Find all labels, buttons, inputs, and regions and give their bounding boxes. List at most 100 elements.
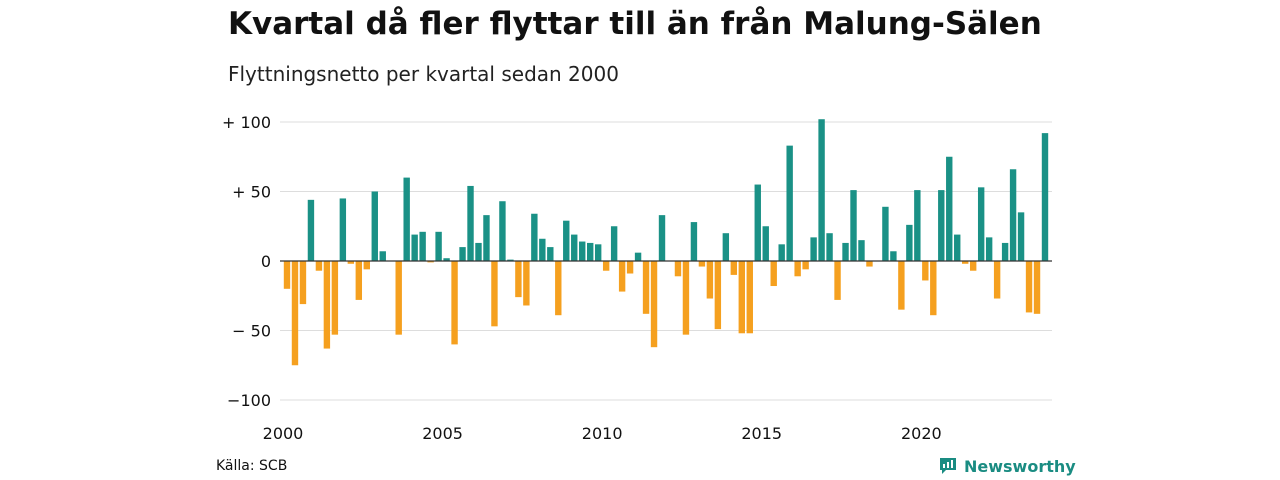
bar <box>946 156 953 261</box>
bar <box>363 261 370 270</box>
x-tick-label: 2000 <box>263 424 304 443</box>
bar <box>714 261 722 330</box>
bars-layer <box>283 119 1049 366</box>
bar <box>682 261 690 335</box>
bar <box>331 261 339 335</box>
brand-logo: Newsworthy <box>938 456 1076 476</box>
bar <box>579 241 586 261</box>
bar <box>307 199 315 261</box>
bar <box>922 261 929 281</box>
grid-layer <box>280 121 1052 401</box>
bar <box>443 258 450 261</box>
labels-layer: + 100 + 50 0 − 50 −100 2000 2005 2010 2015 2020 <box>222 113 942 443</box>
bar <box>395 261 402 335</box>
bar <box>786 145 793 261</box>
bar <box>762 226 769 261</box>
bar <box>826 233 833 261</box>
bar <box>491 261 498 327</box>
x-tick-label: 2010 <box>582 424 623 443</box>
bar <box>842 242 849 261</box>
bar <box>563 220 570 261</box>
bar <box>523 261 530 306</box>
y-tick-label: + 50 <box>232 183 271 202</box>
bar <box>834 261 841 300</box>
bar <box>818 119 825 261</box>
bar <box>594 244 602 261</box>
bar <box>810 237 817 261</box>
bar <box>1025 261 1033 313</box>
y-tick-label: − 50 <box>232 322 271 341</box>
bar <box>411 234 418 261</box>
bar <box>898 261 905 310</box>
bar <box>770 261 777 287</box>
bar <box>754 184 761 261</box>
bar <box>914 190 921 261</box>
bar <box>642 261 650 314</box>
bar <box>778 244 785 261</box>
bar <box>539 238 546 261</box>
bar <box>403 177 410 261</box>
bar <box>299 261 307 305</box>
bar <box>962 261 969 264</box>
x-tick-label: 2015 <box>741 424 782 443</box>
bar <box>610 226 618 261</box>
bar <box>890 251 897 261</box>
bar <box>571 234 578 261</box>
bar <box>698 261 706 267</box>
bar <box>954 234 961 261</box>
bar <box>1001 242 1009 261</box>
bar <box>451 261 458 345</box>
bar <box>435 231 442 261</box>
bar <box>650 261 658 348</box>
bar <box>722 233 730 261</box>
bar <box>419 231 426 261</box>
bar <box>467 185 474 261</box>
bar <box>626 261 634 274</box>
bar <box>1033 261 1041 314</box>
bar <box>746 261 753 334</box>
bar <box>283 261 291 289</box>
bar <box>930 261 937 316</box>
bar <box>706 261 714 299</box>
bar <box>515 261 522 298</box>
bar <box>291 261 299 366</box>
bar <box>499 201 506 261</box>
bar <box>674 261 682 277</box>
x-tick-label: 2020 <box>901 424 942 443</box>
bar <box>347 261 355 264</box>
bar <box>531 213 538 261</box>
bar <box>371 191 378 261</box>
bar <box>587 242 594 261</box>
bar <box>483 215 490 261</box>
bar-chart: + 100 + 50 0 − 50 −100 2000 2005 2010 2015 2020 <box>222 113 1052 443</box>
bar <box>985 237 993 261</box>
bar <box>977 187 985 261</box>
bar <box>969 261 977 271</box>
bar <box>866 261 873 267</box>
bar <box>658 215 666 261</box>
bar <box>906 224 913 261</box>
chart-subtitle: Flyttningsnetto per kvartal sedan 2000 <box>228 62 619 86</box>
bar <box>355 261 363 300</box>
bar <box>427 261 434 263</box>
y-tick-label: −100 <box>227 391 271 410</box>
bar <box>547 247 554 261</box>
bar <box>794 261 801 277</box>
bar <box>459 247 466 261</box>
source-note: Källa: SCB <box>216 458 288 474</box>
y-tick-label: 0 <box>261 252 271 271</box>
bar <box>802 261 809 270</box>
bar <box>690 222 698 261</box>
bar <box>555 261 562 316</box>
bar <box>738 261 745 334</box>
x-tick-label: 2005 <box>422 424 463 443</box>
bar <box>850 190 857 261</box>
bar <box>858 240 865 261</box>
newsworthy-logo-icon <box>940 458 956 474</box>
bar <box>602 261 610 271</box>
chart-title: Kvartal då fler flyttar till än från Mal… <box>228 6 1042 42</box>
bar <box>882 206 889 261</box>
bar <box>1041 133 1049 261</box>
bar <box>618 261 626 292</box>
brand-name: Newsworthy <box>964 456 1076 476</box>
